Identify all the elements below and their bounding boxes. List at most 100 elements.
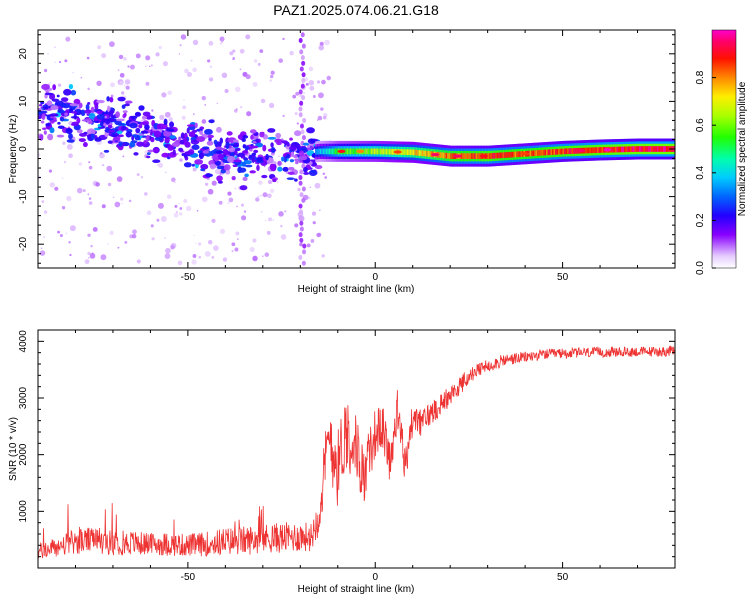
heatmap-cell: [245, 145, 250, 149]
heatmap-cell: [246, 111, 252, 117]
heatmap-cell: [462, 153, 465, 159]
heatmap-cell: [232, 56, 236, 60]
heatmap-cell: [628, 146, 631, 153]
heatmap-cell: [84, 109, 92, 114]
heatmap-cell: [164, 111, 171, 118]
heatmap-cell: [490, 153, 493, 159]
heatmap-cell: [239, 105, 243, 109]
heatmap-cell: [232, 49, 236, 53]
heatmap-cell: [277, 181, 279, 183]
heatmap-cell: [381, 148, 384, 155]
heatmap-cell: [294, 223, 299, 228]
heatmap-cell: [444, 152, 447, 159]
heatmap-cell: [225, 142, 230, 149]
heatmap-cell: [239, 68, 242, 71]
heatmap-cell: [66, 143, 73, 150]
heatmap-cell: [130, 115, 138, 120]
heatmap-cell: [90, 106, 95, 114]
heatmap-cell: [261, 255, 264, 258]
colorbar: 0.0 0.2 0.4 0.6 0.8 Normalized spectral ampl…: [695, 29, 748, 275]
heatmap-cell: [218, 147, 226, 151]
heatmap-cell: [103, 149, 110, 153]
heatmap-cell: [168, 117, 173, 122]
heatmap-cell: [115, 111, 120, 118]
heatmap-cell: [260, 210, 263, 213]
heatmap-cell: [201, 119, 207, 124]
heatmap-cell: [214, 168, 221, 175]
heatmap-cell: [559, 148, 562, 155]
heatmap-hotspot: [431, 153, 440, 157]
heatmap-cell: [666, 146, 669, 152]
heatmap-cell: [132, 229, 137, 235]
heatmap-cell: [73, 98, 81, 105]
heatmap-cell: [333, 148, 336, 155]
heatmap-cell: [268, 217, 273, 222]
heatmap-cell: [591, 147, 594, 154]
heatmap-cell: [451, 153, 454, 159]
heatmap-cell: [66, 139, 75, 143]
heatmap-cell: [285, 153, 290, 159]
heatmap-cell: [352, 148, 355, 155]
heatmap-cell: [324, 148, 327, 155]
heatmap-cell: [642, 146, 645, 152]
snr-panel: -50 0 50 1000 2000 3000 4000 Height of straigh…: [8, 329, 676, 595]
heatmap-cell: [87, 233, 91, 237]
heatmap-cell: [95, 182, 100, 187]
snr-x-tick-label: -50: [181, 572, 196, 583]
heatmap-cell: [280, 225, 283, 228]
heatmap-cell: [270, 147, 276, 153]
heatmap-cell: [61, 177, 64, 180]
colorbar-tick-label: 0.2: [695, 213, 706, 227]
heatmap-cell: [289, 146, 297, 151]
heatmap-cell: [237, 152, 245, 157]
heatmap-cell: [78, 138, 86, 143]
heatmap-cell: [233, 109, 238, 113]
heatmap-cell: [345, 148, 348, 155]
heatmap-cell: [283, 156, 288, 163]
heatmap-cell: [231, 250, 234, 253]
heatmap-cell: [129, 141, 136, 148]
heatmap-cell: [493, 152, 496, 159]
heatmap-cell: [442, 152, 445, 159]
heatmap-cell: [302, 117, 307, 123]
heatmap-cell: [60, 102, 67, 108]
heatmap-cell: [160, 164, 163, 167]
heatmap-cell: [382, 148, 385, 155]
heatmap-cell: [204, 128, 213, 135]
heatmap-cell: [186, 71, 192, 78]
heatmap-cell: [177, 260, 183, 266]
heatmap-cell: [43, 68, 48, 73]
heatmap-cell: [298, 232, 303, 238]
heatmap-cell: [267, 179, 273, 185]
heatmap-cell: [319, 41, 324, 46]
heatmap-cell: [152, 159, 161, 163]
heatmap-cell: [151, 237, 155, 241]
heatmap-cell: [209, 77, 214, 82]
heatmap-cell: [166, 128, 175, 132]
heatmap-cell: [312, 221, 316, 225]
heatmap-cell: [110, 133, 118, 138]
heatmap-cell: [183, 99, 185, 101]
heatmap-cell: [495, 152, 498, 159]
heatmap-cell: [131, 135, 135, 141]
heatmap-cell: [349, 148, 352, 155]
heatmap-cell: [595, 147, 598, 153]
heatmap-cell: [106, 96, 110, 102]
heatmap-cell: [301, 72, 306, 78]
heatmap-cell: [240, 215, 247, 221]
heatmap-cell: [195, 242, 197, 245]
heatmap-cell: [57, 83, 62, 87]
heatmap-cell: [294, 178, 298, 182]
heatmap-cell: [87, 87, 90, 91]
heatmap-cell: [298, 112, 303, 118]
heatmap-cell: [546, 149, 549, 156]
heatmap-cell: [661, 146, 664, 152]
heatmap-cell: [409, 149, 412, 156]
heatmap-cell: [429, 151, 432, 157]
heatmap-cell: [326, 75, 332, 81]
heatmap-cell: [115, 118, 125, 122]
heatmap-cell: [252, 255, 258, 261]
heatmap-cell: [165, 171, 167, 173]
heatmap-cell: [272, 178, 277, 183]
